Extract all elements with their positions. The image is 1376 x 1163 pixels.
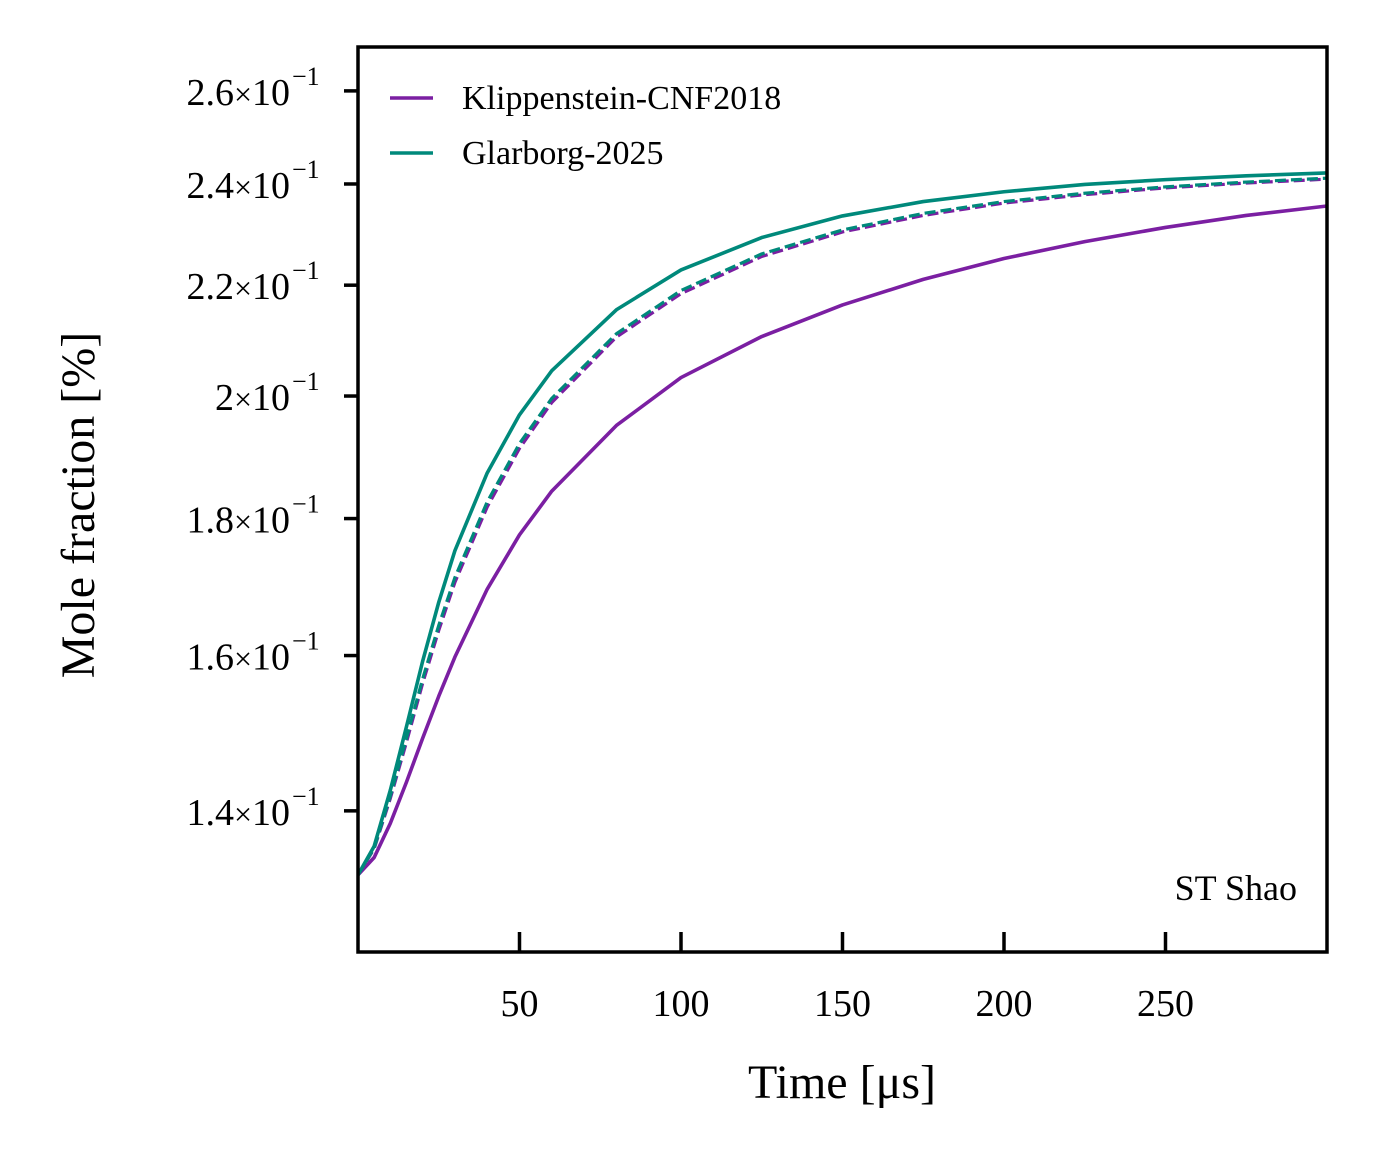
y-tick-exponent: −1 — [292, 367, 320, 396]
author-annotation: ST Shao — [1175, 868, 1297, 908]
y-tick-label: 2.4×10 — [186, 165, 290, 207]
legend-label: Glarborg-2025 — [462, 135, 663, 172]
x-axis-label: Time [μs] — [748, 1056, 936, 1109]
legend: Klippenstein-CNF2018 Glarborg-2025 — [390, 80, 781, 172]
series-line-3-dashed — [358, 176, 1327, 876]
y-tick-exponent: −1 — [292, 155, 320, 184]
y-tick-exponent: −1 — [292, 627, 320, 656]
series-line-2-solid — [358, 171, 1327, 876]
y-tick-label: 1.4×10 — [186, 792, 290, 834]
y-axis: 1.4×10 −11.6×10 −11.8×10 −12×10 −12.2×10 −12.… — [186, 62, 358, 834]
y-tick-exponent: −1 — [292, 490, 320, 519]
y-tick-exponent: −1 — [292, 782, 320, 811]
y-tick-label: 2.6×10 — [186, 72, 290, 114]
y-tick-exponent: −1 — [292, 62, 320, 91]
y-tick-label: 1.6×10 — [186, 637, 290, 679]
x-tick-label: 200 — [976, 983, 1033, 1025]
x-tick-label: 100 — [653, 983, 710, 1025]
y-tick-label: 2×10 — [215, 377, 290, 419]
y-tick-label: 2.2×10 — [186, 266, 290, 308]
series-line-0-solid — [358, 204, 1327, 877]
y-axis-label: Mole fraction [%] — [52, 332, 105, 679]
x-tick-label: 150 — [814, 983, 871, 1025]
x-tick-label: 50 — [501, 983, 539, 1025]
x-tick-label: 250 — [1137, 983, 1194, 1025]
x-axis: 50 100 150 200 250 — [501, 932, 1194, 1025]
legend-label: Klippenstein-CNF2018 — [462, 80, 781, 117]
y-tick-label: 1.8×10 — [186, 500, 290, 542]
series-layer — [358, 171, 1327, 877]
y-tick-exponent: −1 — [292, 256, 320, 285]
